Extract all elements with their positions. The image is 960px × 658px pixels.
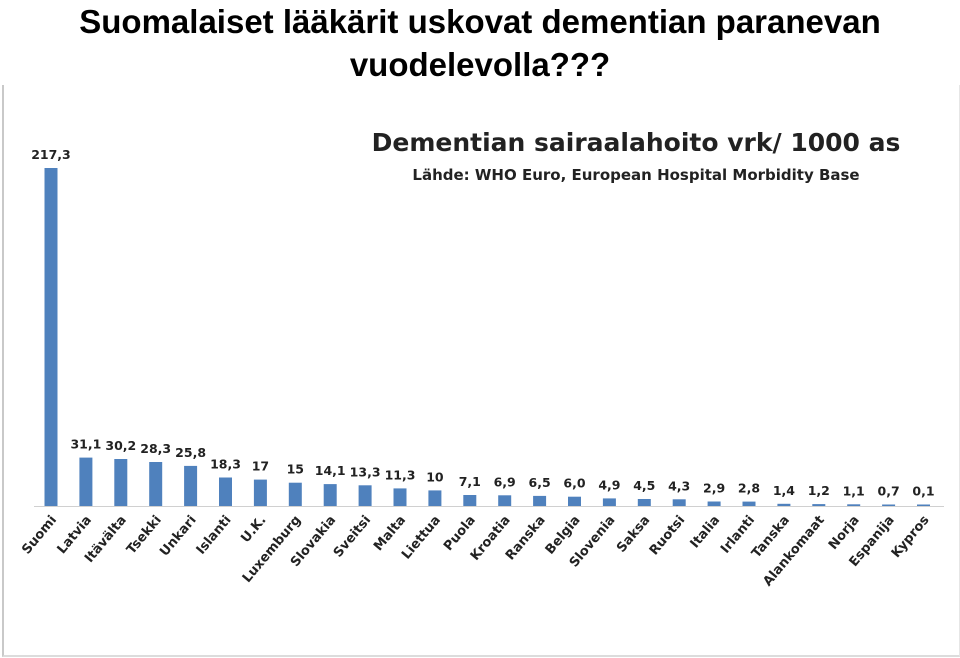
data-label-17: 4,5 <box>633 478 655 493</box>
data-label-6: 17 <box>252 459 269 474</box>
category-label-5: Islanti <box>194 513 235 558</box>
bar-10 <box>393 488 407 506</box>
data-label-7: 15 <box>287 462 304 477</box>
bars-group <box>44 168 930 506</box>
bar-8 <box>323 484 337 506</box>
bar-22 <box>812 504 826 506</box>
bar-11 <box>428 490 442 506</box>
data-label-14: 6,5 <box>529 475 551 490</box>
data-label-13: 6,9 <box>494 474 516 489</box>
bar-23 <box>847 504 861 506</box>
data-label-9: 13,3 <box>350 464 381 479</box>
bar-13 <box>498 495 512 506</box>
data-label-15: 6,0 <box>563 476 585 491</box>
data-label-22: 1,2 <box>808 483 830 498</box>
data-label-16: 4,9 <box>598 477 620 492</box>
data-label-24: 0,7 <box>878 484 900 499</box>
bar-21 <box>777 503 791 506</box>
bar-9 <box>358 485 372 506</box>
data-label-12: 7,1 <box>459 474 481 489</box>
bar-6 <box>253 479 267 506</box>
data-label-0: 217,3 <box>31 147 71 162</box>
data-label-5: 18,3 <box>210 457 241 472</box>
slide-title: Suomalaiset lääkärit uskovat dementian p… <box>0 0 960 86</box>
data-label-18: 4,3 <box>668 478 690 493</box>
bar-20 <box>742 501 756 506</box>
bar-25 <box>917 504 930 506</box>
data-label-23: 1,1 <box>843 483 865 498</box>
bar-2 <box>114 459 128 506</box>
data-label-10: 11,3 <box>385 467 416 482</box>
category-label-9: Sveitsi <box>331 513 374 561</box>
bar-16 <box>602 498 616 506</box>
chart-subtitle: Lähde: WHO Euro, European Hospital Morbi… <box>412 166 859 184</box>
value-labels-group: 217,3 31,1 30,2 28,3 25,8 18,3 17 15 14,1 13,3 11,… <box>31 147 934 499</box>
bar-17 <box>637 499 651 506</box>
slide-title-line-1: Suomalaiset lääkärit uskovat dementian p… <box>79 3 881 40</box>
category-label-0: Suomi <box>19 513 60 558</box>
data-label-2: 30,2 <box>105 438 136 453</box>
data-label-25: 0,1 <box>912 484 934 499</box>
bar-5 <box>219 477 232 506</box>
bar-12 <box>463 495 477 506</box>
category-label-25: Kypros <box>889 513 933 561</box>
chart-title: Dementian sairaalahoito vrk/ 1000 as <box>372 128 901 157</box>
data-label-4: 25,8 <box>175 445 206 460</box>
data-label-3: 28,3 <box>140 441 171 456</box>
bar-18 <box>672 499 686 506</box>
category-label-22: Alankomaat <box>760 513 827 589</box>
bar-3 <box>149 462 163 506</box>
data-label-8: 14,1 <box>315 463 346 478</box>
bar-chart: Dementian sairaalahoito vrk/ 1000 as Läh… <box>19 128 944 590</box>
chart-area: Dementian sairaalahoito vrk/ 1000 as Läh… <box>2 85 960 657</box>
data-label-1: 31,1 <box>70 437 101 452</box>
bar-15 <box>568 496 581 506</box>
data-label-21: 1,4 <box>773 483 795 498</box>
data-label-19: 2,9 <box>703 481 725 496</box>
bar-14 <box>533 495 547 506</box>
slide-title-line-2: vuodelevolla??? <box>349 46 611 83</box>
data-label-20: 2,8 <box>738 481 760 496</box>
bar-0 <box>44 168 58 506</box>
category-label-18: Ruotsi <box>647 513 688 558</box>
bar-19 <box>707 501 721 506</box>
category-label-19: Italia <box>688 513 724 551</box>
category-label-6: U.K. <box>238 513 269 546</box>
bar-1 <box>79 457 93 506</box>
data-label-11: 10 <box>426 469 444 484</box>
bar-7 <box>288 482 302 506</box>
bar-24 <box>882 504 896 506</box>
category-label-4: Unkari <box>157 513 199 559</box>
bar-4 <box>184 465 198 506</box>
